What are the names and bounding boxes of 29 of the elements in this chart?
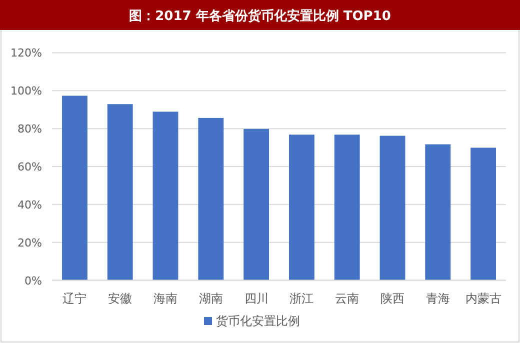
x-tick-label: 内蒙古 [465,291,502,306]
y-tick-label: 0% [24,274,42,288]
bar [425,144,451,280]
x-tick-label: 辽宁 [62,291,87,306]
chart-title: 图：2017 年各省份货币化安置比例 TOP10 [129,8,391,24]
y-tick-label: 120% [10,46,42,60]
y-tick-label: 100% [10,84,42,98]
bar [288,134,314,280]
x-tick-label: 陕西 [380,291,404,306]
x-tick-label: 湖南 [198,291,223,306]
y-tick-label: 20% [18,236,42,250]
bar [107,104,133,280]
legend-label: 货币化安置比例 [216,314,300,328]
x-tick-label: 云南 [335,291,360,306]
x-tick-label: 海南 [154,291,178,306]
bar [198,118,224,280]
x-tick-label: 四川 [244,291,268,306]
bar [470,148,496,280]
x-tick-label: 安徽 [108,291,132,306]
y-tick-label: 80% [18,122,42,136]
bar [380,136,406,280]
bar [62,96,88,280]
bar [334,134,360,280]
y-tick-label: 40% [18,198,42,212]
bar [244,128,270,280]
x-tick-label: 浙江 [290,291,314,306]
x-tick-label: 青海 [426,291,450,306]
bar [152,112,178,280]
y-tick-label: 60% [18,160,42,174]
